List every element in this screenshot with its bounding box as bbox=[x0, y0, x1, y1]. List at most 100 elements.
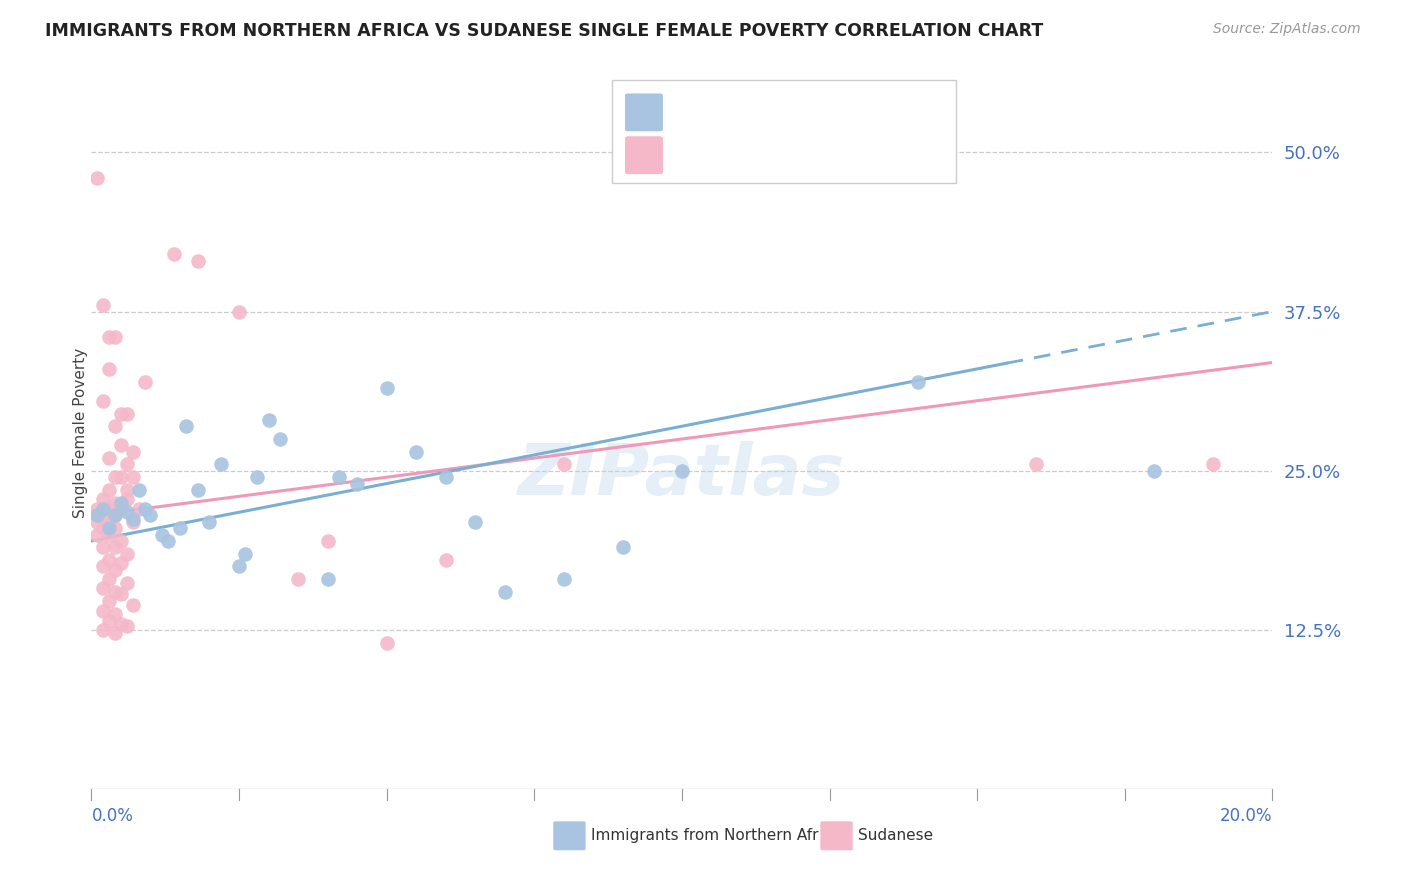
Point bbox=[115, 547, 138, 561]
Point bbox=[91, 502, 114, 516]
Point bbox=[121, 512, 143, 526]
Point bbox=[110, 533, 132, 548]
Point bbox=[110, 438, 132, 452]
Point bbox=[91, 521, 114, 535]
Point bbox=[104, 607, 127, 621]
Point bbox=[104, 625, 127, 640]
Point bbox=[104, 521, 127, 535]
Point bbox=[98, 572, 121, 586]
Text: IMMIGRANTS FROM NORTHERN AFRICA VS SUDANESE SINGLE FEMALE POVERTY CORRELATION CH: IMMIGRANTS FROM NORTHERN AFRICA VS SUDAN… bbox=[45, 22, 1043, 40]
Point bbox=[86, 508, 108, 523]
Point bbox=[110, 470, 132, 484]
Point bbox=[671, 464, 693, 478]
Point bbox=[104, 585, 127, 599]
Text: 67: 67 bbox=[838, 146, 863, 164]
Text: Source: ZipAtlas.com: Source: ZipAtlas.com bbox=[1213, 22, 1361, 37]
Text: ZIPatlas: ZIPatlas bbox=[519, 441, 845, 510]
Point bbox=[98, 451, 121, 466]
Point bbox=[139, 508, 162, 523]
Point bbox=[115, 407, 138, 421]
Text: R =: R = bbox=[676, 146, 716, 164]
Point bbox=[86, 502, 108, 516]
Point bbox=[104, 496, 127, 510]
Point bbox=[91, 393, 114, 408]
Point bbox=[1202, 458, 1225, 472]
Text: R =: R = bbox=[676, 103, 716, 121]
Point bbox=[134, 375, 156, 389]
Text: N =: N = bbox=[782, 146, 839, 164]
Point bbox=[98, 362, 121, 376]
Point bbox=[494, 585, 516, 599]
Point bbox=[86, 508, 108, 523]
Point bbox=[104, 330, 127, 344]
Point bbox=[115, 505, 138, 519]
Point bbox=[128, 483, 150, 497]
Point bbox=[98, 527, 121, 541]
Point bbox=[110, 496, 132, 510]
Point bbox=[1143, 464, 1166, 478]
Point bbox=[269, 432, 291, 446]
Point bbox=[375, 636, 398, 650]
Point bbox=[98, 483, 121, 497]
Point bbox=[104, 419, 127, 434]
Point bbox=[104, 470, 127, 484]
Point bbox=[91, 559, 114, 574]
Point bbox=[110, 502, 132, 516]
Point bbox=[198, 515, 221, 529]
Point bbox=[328, 470, 350, 484]
Point bbox=[98, 614, 121, 628]
Point bbox=[316, 572, 339, 586]
Text: 0.333: 0.333 bbox=[716, 103, 772, 121]
Point bbox=[98, 594, 121, 608]
Point bbox=[104, 563, 127, 577]
Text: 0.136: 0.136 bbox=[716, 146, 772, 164]
Text: 20.0%: 20.0% bbox=[1220, 807, 1272, 825]
Text: Immigrants from Northern Africa: Immigrants from Northern Africa bbox=[591, 829, 841, 843]
Point bbox=[612, 541, 634, 555]
Text: Sudanese: Sudanese bbox=[858, 829, 932, 843]
Point bbox=[110, 587, 132, 601]
Point bbox=[434, 470, 457, 484]
Point bbox=[91, 604, 114, 618]
Point bbox=[1025, 458, 1047, 472]
Point bbox=[121, 515, 143, 529]
Point bbox=[187, 483, 209, 497]
Point bbox=[110, 407, 132, 421]
Point bbox=[405, 444, 427, 458]
Point bbox=[98, 515, 121, 529]
Point bbox=[157, 533, 180, 548]
Point bbox=[187, 253, 209, 268]
Point bbox=[91, 581, 114, 595]
Point bbox=[169, 521, 191, 535]
Point bbox=[115, 491, 138, 506]
Point bbox=[98, 553, 121, 567]
Point bbox=[375, 381, 398, 395]
Point bbox=[98, 502, 121, 516]
Point bbox=[287, 572, 309, 586]
Point bbox=[104, 541, 127, 555]
Point bbox=[434, 553, 457, 567]
Point bbox=[316, 533, 339, 548]
Point bbox=[553, 572, 575, 586]
Point bbox=[115, 483, 138, 497]
Point bbox=[104, 508, 127, 523]
Point bbox=[86, 170, 108, 185]
Point bbox=[91, 508, 114, 523]
Point bbox=[121, 444, 143, 458]
Text: 35: 35 bbox=[838, 103, 863, 121]
Point bbox=[121, 598, 143, 612]
Point bbox=[98, 330, 121, 344]
Point bbox=[128, 502, 150, 516]
Point bbox=[134, 502, 156, 516]
Point bbox=[98, 521, 121, 535]
Point bbox=[209, 458, 232, 472]
Point bbox=[115, 576, 138, 591]
Point bbox=[91, 298, 114, 312]
Point bbox=[115, 619, 138, 633]
Point bbox=[163, 247, 186, 261]
Point bbox=[257, 413, 280, 427]
Point bbox=[110, 616, 132, 631]
Point bbox=[246, 470, 269, 484]
Point bbox=[228, 304, 250, 318]
Y-axis label: Single Female Poverty: Single Female Poverty bbox=[73, 348, 87, 517]
